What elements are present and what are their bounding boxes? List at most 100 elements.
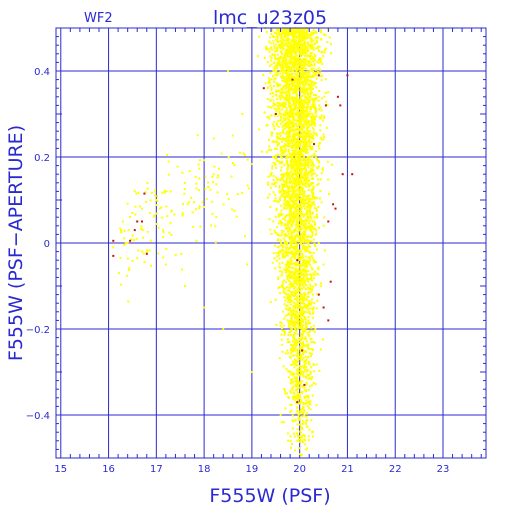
data-point: [318, 72, 321, 74]
data-point: [302, 331, 305, 334]
data-point: [301, 281, 304, 284]
data-point: [307, 308, 310, 311]
data-point: [276, 90, 279, 93]
data-point: [268, 139, 270, 141]
data-point: [285, 96, 288, 99]
data-point: [310, 172, 313, 175]
data-point: [298, 31, 301, 34]
data-point: [304, 263, 307, 266]
data-point: [212, 137, 215, 140]
data-point: [310, 164, 312, 167]
data-point: [290, 114, 293, 117]
data-point: [309, 83, 312, 86]
data-point: [283, 279, 286, 282]
data-point: [271, 165, 274, 168]
data-point: [313, 242, 316, 245]
data-point: [312, 71, 315, 74]
data-point: [306, 208, 309, 211]
data-point: [285, 148, 287, 151]
data-point: [274, 163, 277, 166]
data-point: [266, 98, 269, 101]
data-point: [292, 166, 295, 169]
data-point: [289, 50, 292, 53]
data-point: [270, 232, 273, 235]
data-point: [312, 285, 315, 288]
data-point: [296, 119, 299, 122]
data-point: [276, 40, 279, 43]
data-point: [305, 134, 308, 137]
data-point: [284, 252, 287, 254]
data-point: [284, 49, 287, 52]
data-point: [260, 150, 263, 153]
data-point: [288, 201, 290, 204]
data-point: [278, 265, 281, 268]
data-point: [213, 165, 216, 168]
data-point: [289, 46, 292, 49]
data-point: [312, 33, 314, 35]
data-point: [273, 183, 276, 186]
data-point: [276, 239, 279, 242]
data-point: [287, 28, 289, 31]
data-point: [284, 149, 287, 152]
data-point: [305, 209, 308, 212]
data-point: [323, 95, 326, 98]
data-point: [307, 92, 310, 95]
data-point: [298, 338, 301, 340]
data-point: [299, 178, 302, 181]
data-point: [295, 310, 298, 313]
data-point: [290, 446, 292, 449]
data-point: [276, 234, 279, 237]
data-point: [310, 266, 313, 269]
data-point: [320, 201, 323, 204]
data-point: [302, 270, 305, 272]
data-point: [160, 206, 163, 209]
data-point: [303, 140, 306, 143]
data-point: [142, 252, 145, 255]
data-point: [285, 94, 288, 97]
data-point: [296, 193, 299, 196]
data-point: [289, 180, 292, 183]
data-point: [314, 122, 317, 125]
data-point: [290, 311, 293, 314]
data-point: [320, 60, 322, 63]
data-point: [287, 191, 290, 194]
data-point: [290, 329, 293, 332]
data-point: [287, 297, 290, 300]
data-point: [205, 197, 208, 200]
data-point: [287, 333, 290, 336]
data-point: [310, 40, 313, 42]
data-point: [308, 72, 311, 75]
data-point: [321, 74, 324, 77]
data-point: [304, 101, 307, 104]
data-point: [298, 57, 301, 60]
data-point: [281, 160, 284, 163]
data-point: [288, 185, 291, 188]
data-point: [322, 224, 325, 227]
data-point: [295, 202, 298, 205]
data-point: [281, 178, 284, 181]
data-point: [294, 347, 297, 349]
data-point: [301, 365, 304, 368]
data-point: [301, 189, 304, 192]
data-point: [294, 323, 297, 326]
data-point: [236, 193, 239, 196]
data-point: [313, 74, 316, 77]
data-point: [300, 239, 303, 242]
data-point: [270, 134, 273, 137]
data-point: [309, 377, 312, 379]
data-point: [281, 255, 284, 258]
data-point: [306, 79, 309, 81]
data-point: [284, 299, 287, 302]
data-point: [293, 315, 296, 318]
data-point: [318, 108, 321, 111]
data-point: [281, 77, 284, 79]
data-point: [123, 243, 126, 246]
data-point: [274, 215, 277, 218]
data-point: [293, 195, 296, 198]
data-point: [160, 216, 163, 219]
data-point: [305, 390, 308, 393]
data-point: [302, 306, 305, 309]
data-point: [268, 149, 270, 151]
data-point: [284, 42, 287, 45]
data-point: [299, 257, 301, 260]
